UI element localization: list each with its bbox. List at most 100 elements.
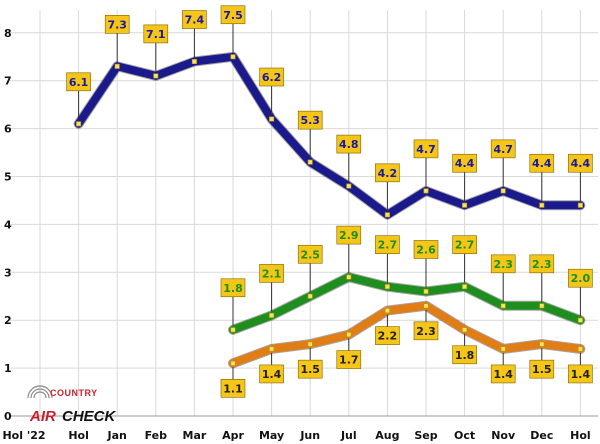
data-label: 7.5 [223,9,243,22]
label-box [66,72,91,92]
label-box [220,5,246,25]
label-box [413,139,439,159]
label-box [182,10,207,29]
label-box [220,278,246,298]
data-label: 2.3 [493,258,513,271]
y-tick-label: 4 [4,218,12,231]
data-point [230,54,236,60]
data-label: 1.1 [223,382,243,395]
y-tick-label: 8 [4,27,12,40]
data-point [384,284,390,290]
data-label: 2.0 [571,272,591,285]
x-tick-label: Jun [299,429,320,442]
label-box [413,240,439,259]
data-point [539,202,545,208]
x-tick-label: Oct [454,429,475,442]
label-box [336,225,362,245]
data-label: 2.1 [262,267,282,280]
label-box [529,359,555,379]
data-label: 4.8 [339,138,359,151]
data-label: 1.5 [532,363,552,376]
data-label: 2.3 [416,325,436,338]
data-label: 2.7 [455,239,475,252]
x-tick-label: Feb [145,429,168,442]
label-box [259,264,284,283]
data-label: 7.1 [146,28,166,41]
data-label: 4.2 [378,167,398,180]
data-label: 1.8 [455,349,475,362]
label-box [568,153,593,173]
y-tick-label: 7 [4,75,12,88]
data-label: 1.8 [223,282,243,295]
label-box [375,326,400,345]
data-point [384,308,390,314]
y-tick-label: 3 [4,266,12,279]
data-label: 4.7 [416,143,436,156]
data-point [346,183,352,189]
label-box [104,15,130,34]
data-point [307,159,313,165]
data-point [423,288,429,294]
data-label: 7.3 [107,18,127,31]
data-point [191,59,197,65]
data-point [423,303,429,309]
radio-waves-icon [27,385,53,399]
y-tick-label: 2 [4,314,12,327]
label-box [529,254,555,274]
data-label: 2.5 [300,248,320,261]
x-axis: Hol '22 Hol Jan Feb Mar Apr May Jun Jul Aug Sep Oct… [2,429,590,442]
data-point [153,73,159,79]
data-point [269,116,275,122]
x-tick-label: Hol [68,429,89,442]
label-box [568,364,593,384]
data-point [114,63,120,69]
x-tick-label: Dec [530,429,553,442]
label-box [375,235,400,254]
x-tick-label: Hol [570,429,591,442]
x-tick-label: Nov [491,429,516,442]
data-point [423,188,429,194]
x-tick-label: Aug [375,429,399,442]
data-label: 1.4 [262,368,282,381]
data-label: 2.9 [339,229,359,242]
label-box [568,268,593,288]
data-point [307,293,313,299]
x-tick-label: Jul [340,429,357,442]
label-box [452,153,477,173]
data-point [384,212,390,218]
y-axis: 0 1 2 3 4 5 6 7 8 [4,27,12,423]
label-box [297,359,323,379]
label-box [490,254,516,274]
series-line [229,301,585,368]
label-box [259,67,284,87]
data-label: 5.3 [300,114,320,127]
series-line-shadow [228,300,586,369]
data-point [269,346,275,352]
data-point [346,332,352,338]
data-label: 4.7 [493,143,513,156]
data-label: 4.4 [455,157,475,170]
data-label: 1.7 [339,354,359,367]
x-tick-label: Mar [183,429,207,442]
data-label: 6.1 [69,76,89,89]
label-box [490,139,516,159]
data-point [577,317,583,323]
data-label: 2.2 [378,330,398,343]
x-tick-label: Jan [107,429,127,442]
data-point [577,202,583,208]
data-point [76,121,82,127]
logo-country-text: COUNTRY [50,388,98,398]
country-aircheck-logo: COUNTRY AIR CHECK [27,385,117,425]
data-label: 2.7 [378,239,398,252]
label-box [143,24,169,44]
data-label: 1.5 [300,363,320,376]
label-box [297,244,323,264]
label-box [297,110,323,130]
x-tick-label: Sep [414,429,437,442]
logo-check-text: CHECK [62,408,117,425]
data-point [307,341,313,347]
data-point [462,284,468,290]
data-label: 2.6 [416,243,436,256]
series-line [74,52,585,219]
